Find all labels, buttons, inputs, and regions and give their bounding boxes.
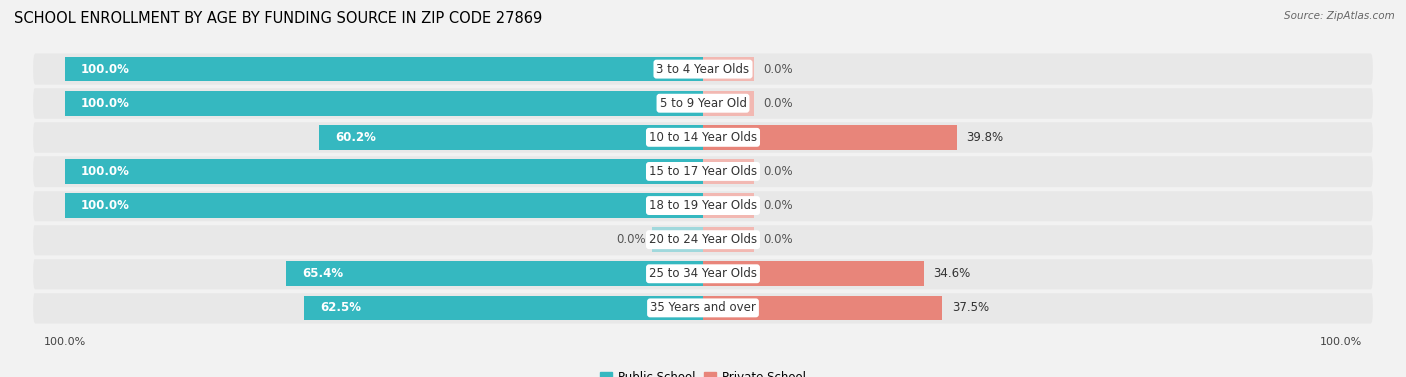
Bar <box>703 91 754 115</box>
Text: 100.0%: 100.0% <box>82 199 129 212</box>
Bar <box>652 227 703 252</box>
Text: 100.0%: 100.0% <box>82 63 129 76</box>
Text: 0.0%: 0.0% <box>763 165 793 178</box>
Text: 100.0%: 100.0% <box>82 97 129 110</box>
Text: 25 to 34 Year Olds: 25 to 34 Year Olds <box>650 267 756 280</box>
Bar <box>703 227 754 252</box>
Text: 65.4%: 65.4% <box>302 267 343 280</box>
Text: 34.6%: 34.6% <box>934 267 970 280</box>
FancyBboxPatch shape <box>34 258 1372 290</box>
Legend: Public School, Private School: Public School, Private School <box>595 366 811 377</box>
Text: 62.5%: 62.5% <box>321 301 361 314</box>
FancyBboxPatch shape <box>34 224 1372 255</box>
FancyBboxPatch shape <box>34 54 1372 85</box>
Text: 60.2%: 60.2% <box>335 131 375 144</box>
Text: 0.0%: 0.0% <box>763 199 793 212</box>
Text: 39.8%: 39.8% <box>966 131 1004 144</box>
FancyBboxPatch shape <box>34 292 1372 323</box>
Text: SCHOOL ENROLLMENT BY AGE BY FUNDING SOURCE IN ZIP CODE 27869: SCHOOL ENROLLMENT BY AGE BY FUNDING SOUR… <box>14 11 543 26</box>
Text: 10 to 14 Year Olds: 10 to 14 Year Olds <box>650 131 756 144</box>
Bar <box>703 262 924 286</box>
Text: 15 to 17 Year Olds: 15 to 17 Year Olds <box>650 165 756 178</box>
Bar <box>703 125 957 150</box>
Bar <box>703 57 754 81</box>
Text: 18 to 19 Year Olds: 18 to 19 Year Olds <box>650 199 756 212</box>
Bar <box>703 296 942 320</box>
Bar <box>703 193 754 218</box>
FancyBboxPatch shape <box>34 87 1372 119</box>
Text: 20 to 24 Year Olds: 20 to 24 Year Olds <box>650 233 756 246</box>
FancyBboxPatch shape <box>34 156 1372 187</box>
Text: 0.0%: 0.0% <box>616 233 645 246</box>
Bar <box>304 296 703 320</box>
FancyBboxPatch shape <box>34 190 1372 221</box>
Text: 35 Years and over: 35 Years and over <box>650 301 756 314</box>
Text: 100.0%: 100.0% <box>82 165 129 178</box>
Bar <box>65 57 703 81</box>
Text: 3 to 4 Year Olds: 3 to 4 Year Olds <box>657 63 749 76</box>
Bar <box>319 125 703 150</box>
Text: Source: ZipAtlas.com: Source: ZipAtlas.com <box>1284 11 1395 21</box>
Text: 0.0%: 0.0% <box>763 63 793 76</box>
FancyBboxPatch shape <box>34 122 1372 153</box>
Text: 0.0%: 0.0% <box>763 233 793 246</box>
Text: 5 to 9 Year Old: 5 to 9 Year Old <box>659 97 747 110</box>
Bar <box>65 91 703 115</box>
Text: 0.0%: 0.0% <box>763 97 793 110</box>
Bar <box>65 193 703 218</box>
Bar <box>65 159 703 184</box>
Bar <box>703 159 754 184</box>
Bar <box>285 262 703 286</box>
Text: 37.5%: 37.5% <box>952 301 988 314</box>
